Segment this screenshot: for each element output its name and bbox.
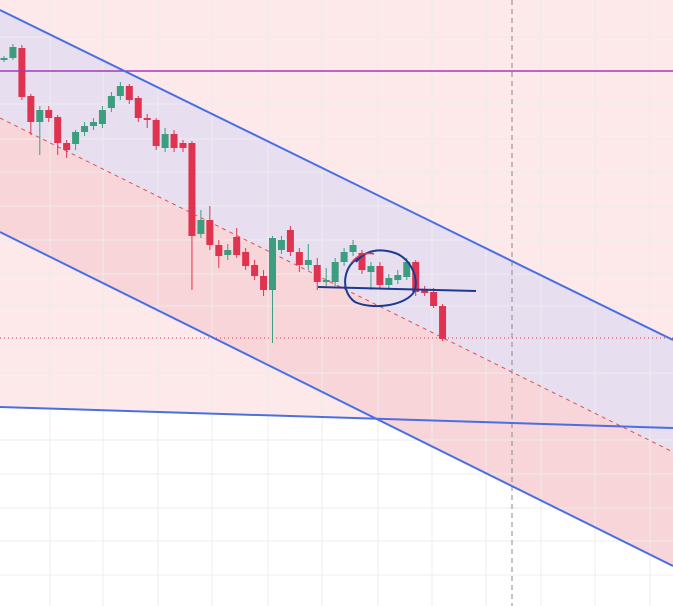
candle-body xyxy=(439,306,447,339)
candle-body xyxy=(98,110,106,124)
candle-body xyxy=(295,252,303,265)
candle-body xyxy=(116,86,124,96)
candle-body xyxy=(358,253,366,270)
candle-body xyxy=(27,96,35,122)
candle-body xyxy=(430,292,438,306)
candle-body xyxy=(161,134,169,148)
candle-body xyxy=(45,110,53,118)
candle-body xyxy=(340,252,348,262)
candle-body xyxy=(134,98,142,118)
candle-body xyxy=(90,122,97,126)
candle-body xyxy=(242,252,250,266)
trend-line xyxy=(0,406,673,429)
candle-body xyxy=(81,126,89,132)
candle-body xyxy=(179,143,187,148)
candle-body xyxy=(152,120,160,146)
candle-body xyxy=(18,48,26,97)
candle-body xyxy=(367,266,375,272)
channel-midline xyxy=(0,117,673,453)
candle-body xyxy=(313,265,321,282)
candle-body xyxy=(322,280,330,282)
candle-body xyxy=(170,134,178,148)
candle-body xyxy=(376,266,384,285)
channel-lower-line xyxy=(0,231,673,567)
channel-lower-fill xyxy=(0,118,673,566)
candle-body xyxy=(224,250,232,255)
candle-body xyxy=(286,230,294,252)
candle-body xyxy=(403,262,411,277)
candle-body xyxy=(63,143,71,150)
candles xyxy=(0,44,447,343)
candle-body xyxy=(107,96,115,108)
candle-body xyxy=(260,276,268,290)
candle-body xyxy=(251,265,259,276)
circle-drawing xyxy=(344,249,417,308)
candle-body xyxy=(349,245,357,252)
candle-body xyxy=(36,110,44,122)
support-line xyxy=(317,286,477,292)
candle-body xyxy=(215,245,223,256)
channel-upper-line xyxy=(0,9,673,341)
candle-body xyxy=(143,118,151,120)
candle-body xyxy=(0,58,8,60)
candle-body xyxy=(385,278,393,285)
candle-body xyxy=(304,260,312,265)
candle-body xyxy=(54,117,62,143)
candle-body xyxy=(197,220,205,234)
candle-body xyxy=(277,240,285,250)
candle-body xyxy=(233,237,241,255)
hook-drawing xyxy=(351,252,375,263)
candle-body xyxy=(9,47,17,58)
candle-body xyxy=(394,275,402,280)
channel-upper-fill xyxy=(0,10,673,452)
candle-body xyxy=(72,132,80,144)
candle-body xyxy=(421,290,429,293)
candle-body xyxy=(125,86,133,100)
candle-body xyxy=(269,238,276,290)
candle-body xyxy=(206,220,214,245)
candle-body xyxy=(331,262,339,282)
candle-body xyxy=(188,143,196,236)
